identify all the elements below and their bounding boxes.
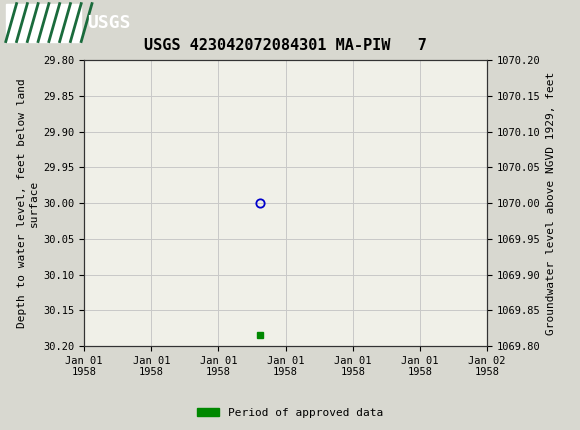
Y-axis label: Depth to water level, feet below land
surface: Depth to water level, feet below land su… (17, 78, 39, 328)
Text: USGS: USGS (87, 14, 130, 31)
FancyBboxPatch shape (6, 3, 81, 42)
Legend: Period of approved data: Period of approved data (193, 403, 387, 422)
Y-axis label: Groundwater level above NGVD 1929, feet: Groundwater level above NGVD 1929, feet (546, 71, 556, 335)
Title: USGS 423042072084301 MA-PIW   7: USGS 423042072084301 MA-PIW 7 (144, 38, 427, 53)
